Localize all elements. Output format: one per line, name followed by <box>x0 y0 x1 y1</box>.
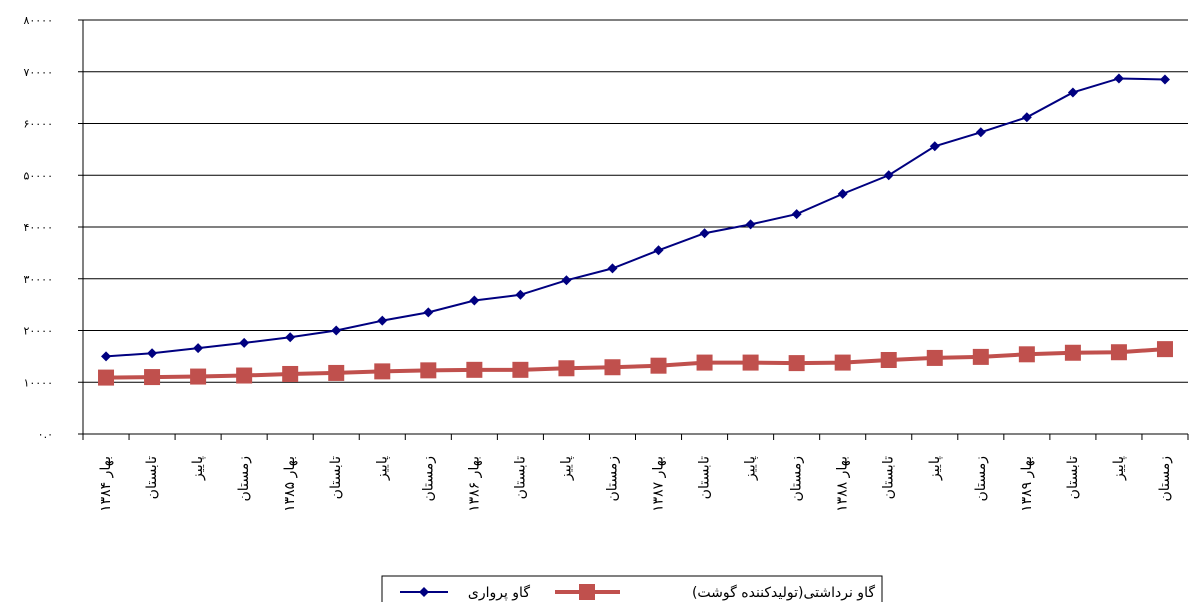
x-tick-label: پاییز <box>1111 456 1127 481</box>
data-point <box>420 362 437 379</box>
data-point <box>239 337 250 348</box>
data-point <box>788 355 805 372</box>
legend-entry-1: گاو پرواری <box>400 584 530 601</box>
data-point <box>742 354 759 371</box>
data-point <box>469 295 480 306</box>
x-tick-label: تابستان <box>881 456 897 499</box>
data-point <box>791 209 802 220</box>
data-point <box>1113 73 1124 84</box>
legend-entry-2: گاو نرداشتی(تولیدکننده گوشت) <box>555 584 875 601</box>
legend-marker <box>419 587 429 597</box>
data-point <box>331 325 342 336</box>
data-point <box>696 354 713 371</box>
series <box>98 73 1173 386</box>
data-point <box>328 364 345 381</box>
data-point <box>98 369 115 386</box>
data-point <box>193 343 204 354</box>
x-tick-label: تابستان <box>328 456 344 499</box>
series-line <box>105 347 1166 380</box>
legend: گاو پرواری گاو نرداشتی(تولیدکننده گوشت) <box>381 575 883 602</box>
data-point <box>144 369 161 386</box>
x-tick-label: بهار ۱۳۸۵ <box>282 456 298 512</box>
x-tick-label: زمستان <box>420 456 436 502</box>
x-tick-label: زمستان <box>1157 456 1173 502</box>
x-axis: بهار ۱۳۸۴ تابستان پاییز زمستان بهار ۱۳۸۵ تابس… <box>82 433 1189 512</box>
x-tick-label: بهار ۱۳۸۸ <box>835 456 851 512</box>
data-point <box>282 365 299 382</box>
data-point <box>834 354 851 371</box>
data-point <box>1018 346 1035 363</box>
series-2 <box>98 341 1173 386</box>
x-tick-label: بهار ۱۳۸۷ <box>651 456 667 512</box>
data-point <box>1156 341 1173 358</box>
y-tick-label: ۸۰۰۰۰ <box>23 14 53 27</box>
data-point <box>236 367 253 384</box>
data-point <box>975 127 986 138</box>
data-point <box>653 245 664 256</box>
x-tick-label: تابستان <box>144 456 160 499</box>
data-point <box>837 188 848 199</box>
series-1 <box>101 73 1170 362</box>
series-line <box>105 77 1166 358</box>
y-axis: ۰.۰ ۱۰۰۰۰ ۲۰۰۰۰ ۳۰۰۰۰ ۴۰۰۰۰ ۵۰۰۰۰ ۶۰۰۰۰ ۷۰۰۰۰ ۸۰… <box>23 14 84 441</box>
data-point <box>377 315 388 326</box>
x-tick-label: زمستان <box>973 456 989 502</box>
y-tick-label: ۴۰۰۰۰ <box>23 221 53 234</box>
data-point <box>101 351 112 362</box>
y-tick-label: ۷۰۰۰۰ <box>23 66 53 79</box>
data-point <box>745 219 756 230</box>
data-point <box>1159 74 1170 85</box>
x-tick-label: تابستان <box>697 456 713 499</box>
data-point <box>558 360 575 377</box>
legend-marker <box>579 584 595 600</box>
data-point <box>926 349 943 366</box>
x-tick-label: تابستان <box>1065 456 1081 499</box>
data-point <box>1021 112 1032 123</box>
x-tick-label: زمستان <box>236 456 252 502</box>
legend-label-1: گاو پرواری <box>468 584 530 601</box>
legend-box <box>381 575 883 602</box>
x-tick-label: بهار ۱۳۸۴ <box>98 456 114 512</box>
y-tick-label: ۵۰۰۰۰ <box>23 169 53 182</box>
x-tick-label: بهار ۱۳۸۶ <box>466 456 482 512</box>
data-point <box>607 263 618 274</box>
data-point <box>512 361 529 378</box>
data-point <box>466 361 483 378</box>
data-point <box>880 351 897 368</box>
x-tick-label: پاییز <box>374 456 390 481</box>
data-point <box>604 359 621 376</box>
x-tick-label: پاییز <box>927 456 943 481</box>
y-tick-label: ۱۰۰۰۰ <box>23 376 53 389</box>
y-tick-label: ۳۰۰۰۰ <box>23 273 53 286</box>
x-tick-label: پاییز <box>558 456 574 481</box>
data-point <box>515 289 526 300</box>
data-point <box>561 275 572 286</box>
x-tick-label: زمستان <box>789 456 805 502</box>
x-tick-label: تابستان <box>512 456 528 499</box>
data-point <box>1067 87 1078 98</box>
data-point <box>285 332 296 343</box>
data-point <box>423 307 434 318</box>
y-tick-label: ۲۰۰۰۰ <box>23 325 53 338</box>
data-point <box>147 348 158 359</box>
gridlines <box>83 19 1188 383</box>
data-point <box>929 141 940 152</box>
x-tick-label: پاییز <box>743 456 759 481</box>
data-point <box>650 357 667 374</box>
data-point <box>1110 344 1127 361</box>
legend-label-2: گاو نرداشتی(تولیدکننده گوشت) <box>692 584 875 601</box>
data-point <box>883 170 894 181</box>
data-point <box>699 228 710 239</box>
x-tick-label: پاییز <box>190 456 206 481</box>
data-point <box>190 368 207 385</box>
x-tick-label: بهار ۱۳۸۹ <box>1019 456 1035 512</box>
data-point <box>972 348 989 365</box>
data-point <box>374 363 391 380</box>
y-tick-label: ۰.۰ <box>38 428 53 441</box>
x-tick-label: زمستان <box>604 456 620 502</box>
data-point <box>1064 344 1081 361</box>
y-tick-label: ۶۰۰۰۰ <box>23 118 53 131</box>
